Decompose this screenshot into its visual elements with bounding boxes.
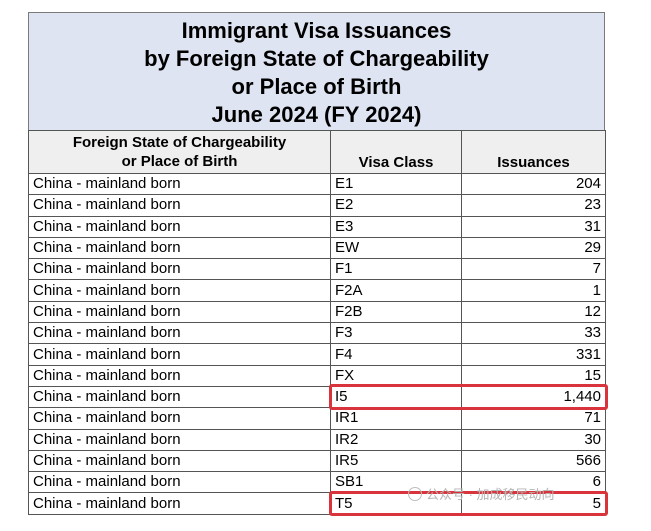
country-cell: China - mainland born: [28, 471, 331, 494]
table-row: China - mainland born IR5 566: [28, 449, 606, 473]
table-header-row: Foreign State of Chargeability or Place …: [28, 130, 606, 174]
issuances-column-header: Issuances: [461, 130, 606, 174]
table-row: China - mainland born F2B 12: [28, 300, 606, 324]
visa-class-cell: IR1: [330, 407, 462, 430]
table-row: China - mainland born E3 31: [28, 215, 606, 238]
country-cell: China - mainland born: [28, 258, 331, 281]
issuances-cell: 71: [461, 407, 606, 430]
country-cell: China - mainland born: [28, 194, 331, 217]
table-row: China - mainland born EW 29: [28, 236, 606, 260]
table-row: China - mainland born IR1 71: [28, 407, 606, 430]
country-cell: China - mainland born: [28, 449, 331, 473]
visa-class-column-header: Visa Class: [330, 130, 462, 174]
issuances-cell: 7: [461, 258, 606, 281]
table-row: China - mainland born F2A 1: [28, 279, 606, 302]
table-row: China - mainland born F3 33: [28, 322, 606, 345]
issuances-cell: 331: [461, 343, 606, 366]
visa-class-cell: F4: [330, 343, 462, 366]
table-row: China - mainland born I5 1,440: [28, 385, 606, 409]
country-header-line-1: Foreign State of Chargeability: [72, 134, 287, 151]
issuances-cell: 12: [461, 300, 606, 324]
visa-report: Immigrant Visa Issuances by Foreign Stat…: [28, 12, 606, 515]
country-cell: China - mainland born: [28, 300, 331, 324]
table-row: China - mainland born FX 15: [28, 364, 606, 387]
table-row: China - mainland born F1 7: [28, 258, 606, 281]
country-cell: China - mainland born: [28, 322, 331, 345]
visa-class-cell: F1: [330, 258, 462, 281]
issuances-cell: 30: [461, 428, 606, 451]
issuances-cell: 6: [461, 471, 606, 494]
issuances-cell: 1: [461, 279, 606, 302]
country-cell: China - mainland born: [28, 172, 331, 196]
visa-class-cell: IR2: [330, 428, 462, 451]
country-cell: China - mainland born: [28, 407, 331, 430]
issuances-cell: 566: [461, 449, 606, 473]
country-cell: China - mainland born: [28, 385, 331, 409]
issuances-cell: 15: [461, 364, 606, 387]
visa-class-cell: F3: [330, 322, 462, 345]
visa-class-cell: T5: [330, 492, 462, 515]
issuance-table: Foreign State of Chargeability or Place …: [28, 130, 606, 515]
report-title: Immigrant Visa Issuances by Foreign Stat…: [28, 12, 605, 130]
country-cell: China - mainland born: [28, 236, 331, 260]
country-header-line-2: or Place of Birth: [121, 153, 238, 170]
title-line-1: Immigrant Visa Issuances: [181, 18, 452, 43]
title-line-3: or Place of Birth: [231, 74, 402, 99]
issuances-cell: 29: [461, 236, 606, 260]
country-cell: China - mainland born: [28, 492, 331, 515]
issuances-cell: 31: [461, 215, 606, 238]
table-row: China - mainland born IR2 30: [28, 428, 606, 451]
visa-class-cell: F2B: [330, 300, 462, 324]
country-cell: China - mainland born: [28, 215, 331, 238]
country-cell: China - mainland born: [28, 428, 331, 451]
visa-class-cell: I5: [330, 385, 462, 409]
country-cell: China - mainland born: [28, 343, 331, 366]
visa-class-cell: IR5: [330, 449, 462, 473]
visa-class-cell: SB1: [330, 471, 462, 494]
visa-class-cell: E1: [330, 172, 462, 196]
table-row: China - mainland born E1 204: [28, 172, 606, 196]
title-line-2: by Foreign State of Chargeability: [144, 46, 489, 71]
table-row: China - mainland born E2 23: [28, 194, 606, 217]
country-cell: China - mainland born: [28, 364, 331, 387]
visa-class-cell: F2A: [330, 279, 462, 302]
visa-class-cell: FX: [330, 364, 462, 387]
issuances-cell: 5: [461, 492, 606, 515]
country-column-header: Foreign State of Chargeability or Place …: [28, 130, 331, 174]
visa-class-cell: E3: [330, 215, 462, 238]
table-row: China - mainland born SB1 6: [28, 471, 606, 494]
visa-class-cell: EW: [330, 236, 462, 260]
title-line-4: June 2024 (FY 2024): [211, 102, 422, 127]
country-cell: China - mainland born: [28, 279, 331, 302]
visa-class-cell: E2: [330, 194, 462, 217]
issuances-cell: 204: [461, 172, 606, 196]
issuances-cell: 33: [461, 322, 606, 345]
issuances-cell: 23: [461, 194, 606, 217]
table-row: China - mainland born F4 331: [28, 343, 606, 366]
table-row: China - mainland born T5 5: [28, 492, 606, 515]
issuances-cell: 1,440: [461, 385, 606, 409]
